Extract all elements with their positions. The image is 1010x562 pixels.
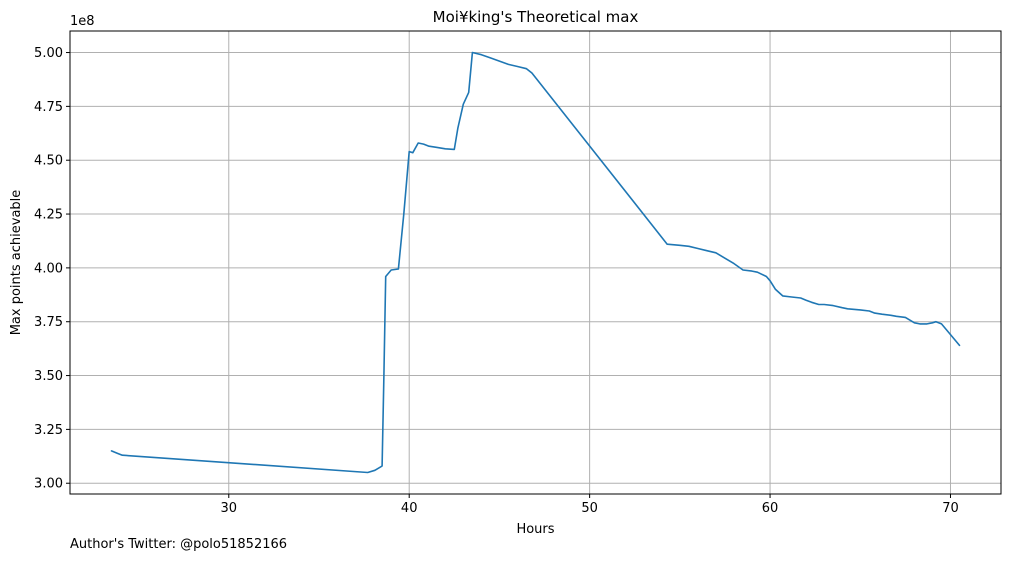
x-tick-label: 40 <box>401 501 418 516</box>
ticks: 30 40 50 60 70 3.00 3.25 3.50 3.75 4.00 4.25 4.50 4.… <box>34 46 959 516</box>
x-tick-label: 70 <box>942 501 959 516</box>
y-tick-label: 4.00 <box>34 261 63 276</box>
chart-title: Moi¥king's Theoretical max <box>433 8 639 26</box>
x-axis-label: Hours <box>516 522 554 537</box>
y-tick-label: 4.25 <box>34 208 63 223</box>
y-tick-label: 4.50 <box>34 154 63 169</box>
y-tick-label: 4.75 <box>34 100 63 115</box>
y-axis-offset-label: 1e8 <box>70 14 95 29</box>
y-tick-label: 5.00 <box>34 46 63 61</box>
author-twitter-caption: Author's Twitter: @polo51852166 <box>70 537 288 552</box>
axes-frame <box>69 30 1002 495</box>
x-tick-label: 30 <box>221 501 238 516</box>
x-tick-label: 50 <box>581 501 598 516</box>
series-layer <box>110 51 961 474</box>
series-line <box>110 51 961 474</box>
x-tick-label: 60 <box>762 501 779 516</box>
y-tick-label: 3.00 <box>34 477 63 492</box>
y-tick-label: 3.25 <box>34 423 63 438</box>
y-tick-label: 3.50 <box>34 369 63 384</box>
y-tick-label: 3.75 <box>34 315 63 330</box>
grid <box>70 31 1001 494</box>
y-axis-label: Max points achievable <box>9 190 24 336</box>
